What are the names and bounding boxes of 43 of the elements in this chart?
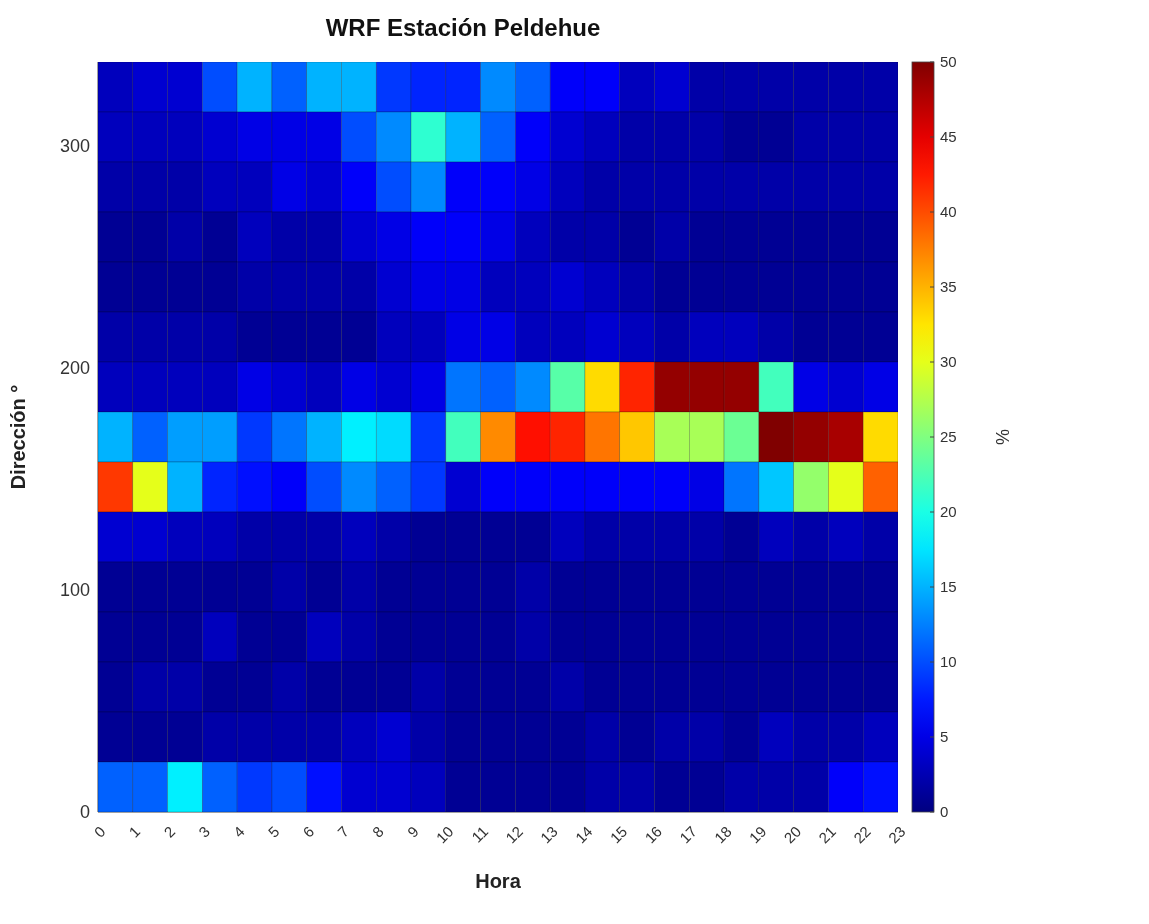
color-bar-title: %: [992, 428, 1012, 446]
x-tick-label: 21: [815, 822, 840, 847]
x-tick-label: 13: [536, 822, 561, 847]
color-bar-label: 25: [940, 428, 957, 445]
y-tick-label: 100: [59, 580, 90, 601]
color-bar-label: 15: [940, 578, 957, 595]
x-tick-label: 10: [432, 822, 457, 847]
x-tick-label: 16: [641, 822, 666, 847]
x-tick-label: 1: [125, 822, 144, 841]
chart-title: WRF Estación Peldehue: [324, 13, 602, 42]
x-tick-label: 9: [403, 822, 422, 841]
x-tick-label: 7: [334, 822, 353, 841]
x-tick-label: 22: [850, 822, 874, 847]
y-tick-label: 300: [59, 135, 90, 156]
y-tick-label: 200: [59, 357, 90, 378]
x-tick-label: 8: [368, 822, 387, 841]
x-tick-label: 15: [606, 822, 631, 847]
x-tick-label: 2: [160, 822, 179, 841]
color-bar-label: 5: [940, 728, 949, 745]
x-tick-label: 23: [884, 822, 909, 847]
color-bar-label: 30: [940, 353, 957, 370]
x-tick-label: 18: [710, 822, 735, 847]
x-tick-label: 3: [195, 822, 213, 841]
color-bar-label: 10: [940, 653, 957, 670]
x-tick-label: 20: [780, 822, 805, 847]
color-bar-label: 20: [940, 503, 957, 520]
x-tick-label: 19: [745, 822, 770, 847]
color-bar-label: 45: [940, 128, 957, 145]
color-bar-label: 50: [940, 53, 957, 70]
color-bar-label: 40: [940, 203, 957, 220]
x-tick-label: 0: [90, 822, 109, 841]
y-tick-label: 0: [79, 802, 90, 823]
color-bar-label: 35: [940, 278, 957, 295]
x-tick-label: 14: [571, 822, 596, 847]
x-axis-title: Hora: [475, 870, 522, 892]
x-tick-label: 5: [264, 822, 283, 841]
y-axis-title: Dirección °: [7, 384, 30, 490]
x-tick-label: 11: [468, 822, 492, 846]
color-bar-label: 0: [940, 803, 949, 820]
x-tick-label: 17: [676, 822, 700, 847]
x-tick-label: 4: [229, 822, 248, 841]
x-tick-label: 12: [502, 822, 526, 847]
x-tick-label: 6: [299, 822, 318, 841]
